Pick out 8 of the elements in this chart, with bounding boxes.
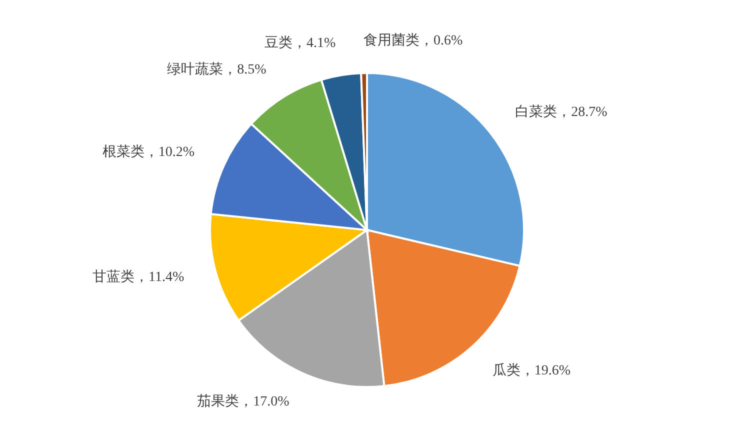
- slice-label: 豆类，4.1%: [264, 34, 336, 51]
- slice-label: 甘蓝类，11.4%: [92, 269, 184, 286]
- slice-label: 瓜类，19.6%: [492, 362, 571, 379]
- slice-label: 根菜类，10.2%: [102, 144, 195, 160]
- slice-label: 食用菌类，0.6%: [363, 32, 463, 48]
- slice-label: 绿叶蔬菜，8.5%: [167, 61, 267, 78]
- slice-label: 茄果类，17.0%: [197, 394, 290, 410]
- slice-label: 白菜类，28.7%: [515, 104, 608, 120]
